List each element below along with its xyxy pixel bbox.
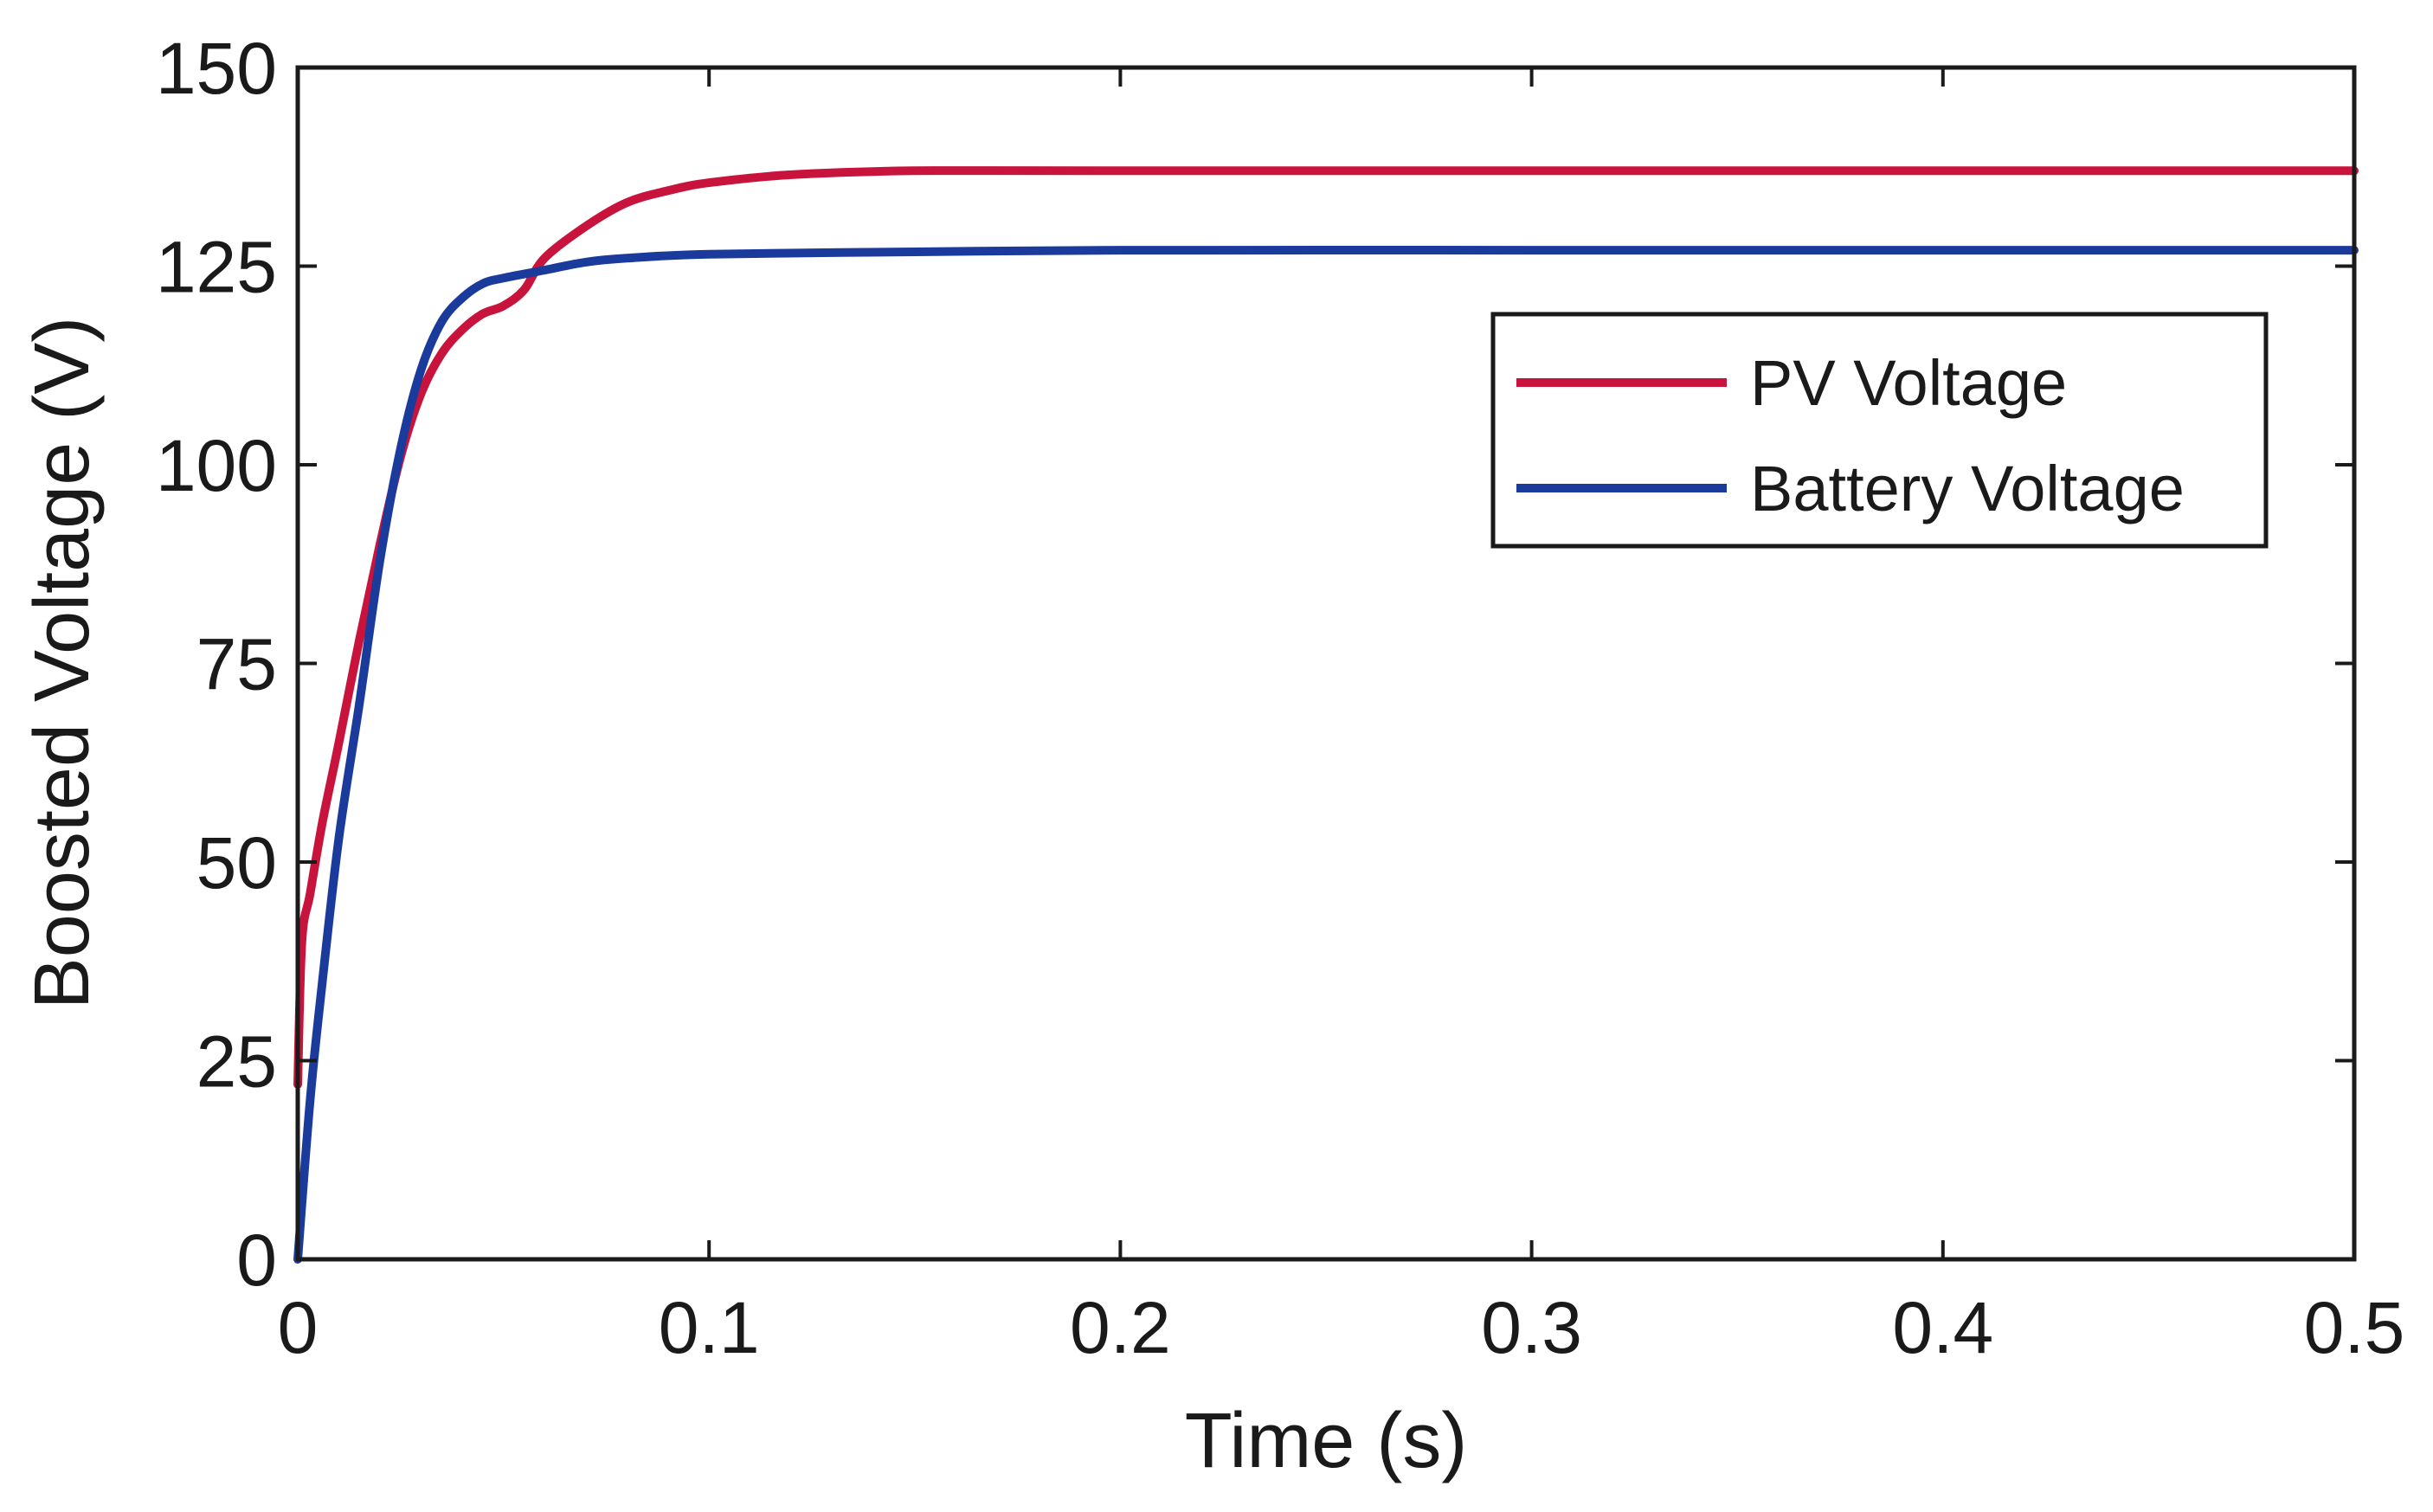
x-tick-label: 0.1 [659, 1287, 760, 1368]
legend-label: Battery Voltage [1750, 453, 2185, 524]
x-axis-label: Time (s) [1185, 1398, 1468, 1484]
y-tick-label: 75 [196, 624, 277, 705]
x-tick-label: 0.2 [1070, 1287, 1171, 1368]
legend: PV Voltage Battery Voltage [1490, 312, 2269, 549]
y-axis-label: Boosted Voltage (V) [19, 317, 106, 1010]
x-tick-label: 0 [278, 1287, 319, 1368]
y-tick-label: 0 [236, 1219, 277, 1301]
y-tick-label: 50 [196, 822, 277, 904]
y-tick-label: 25 [196, 1021, 277, 1103]
legend-label: PV Voltage [1750, 347, 2067, 419]
x-tick-label: 0.5 [2304, 1287, 2405, 1368]
y-tick-label: 125 [156, 227, 277, 308]
legend-box [1490, 312, 2269, 549]
x-tick-label: 0.4 [1892, 1287, 1993, 1368]
series-line-battery-voltage [293, 245, 2359, 1264]
y-tick-label: 100 [156, 425, 277, 506]
y-tick-label: 150 [156, 28, 277, 109]
series-line-pv-voltage [293, 165, 2359, 1089]
x-tick-label: 0.3 [1481, 1287, 1582, 1368]
